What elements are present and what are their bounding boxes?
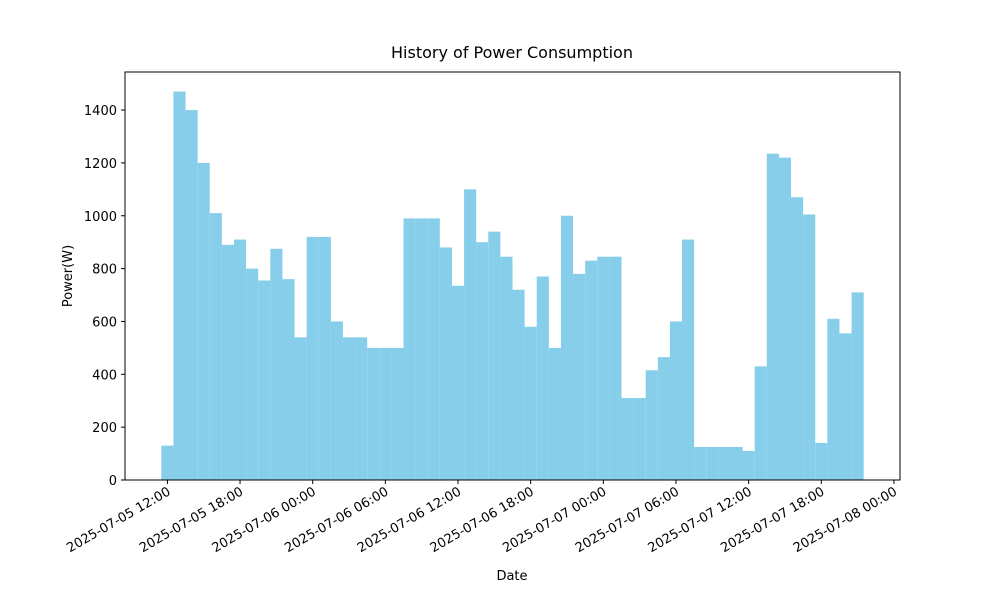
bar [427,218,440,480]
y-tick-label: 400 [92,368,117,383]
bar [512,289,525,480]
bar [766,153,779,481]
bar [258,280,271,480]
bar [815,443,828,480]
bar [597,256,610,480]
bar [246,268,259,480]
x-axis-label: Date [496,569,527,584]
bar [706,446,719,480]
y-tick-label: 600 [92,315,117,330]
bar [221,244,234,480]
y-axis-label: Power(W) [61,245,76,307]
bar [403,218,416,480]
bar [548,347,561,480]
bar [754,366,767,480]
bars [161,91,864,481]
bar [694,446,707,480]
bar [609,256,622,480]
bar [488,231,501,480]
bar [185,110,198,480]
bar [573,273,586,480]
y-tick-label: 1200 [84,157,117,172]
bar [682,239,695,480]
bar [415,218,428,480]
bar [173,91,186,480]
bar [476,242,489,480]
bar [209,213,222,480]
bar [803,214,816,480]
bar [839,333,852,480]
bar [318,236,331,480]
bar [791,197,804,480]
y-tick-label: 800 [92,263,117,278]
bar [633,398,646,480]
bar [621,398,634,480]
bar [451,285,465,480]
y-tick-label: 1000 [84,210,117,225]
bar [500,256,513,480]
bar [391,347,404,480]
plot-frame [124,71,901,481]
chart-title: History of Power Consumption [391,43,633,62]
bar [645,370,658,480]
bar [730,446,743,480]
bar [197,162,210,480]
bar [270,248,283,480]
y-tick-label: 1400 [84,104,117,119]
bar [355,337,368,480]
bar [367,347,380,480]
bar [330,321,343,480]
bar [585,260,598,480]
bar [718,446,731,480]
bar [536,276,549,480]
bar [827,318,840,480]
bar [439,247,452,480]
bar [306,236,319,480]
y-tick-label: 0 [109,474,117,489]
bar [161,445,174,480]
bar [657,357,670,480]
bar [294,337,307,480]
bar [379,347,392,480]
bar [464,189,477,481]
bar [233,239,247,480]
bar [342,337,356,480]
bar [282,279,295,480]
bar [560,215,574,481]
bar [669,321,683,480]
bar [851,292,864,480]
y-tick-label: 200 [92,421,117,436]
bar [524,326,537,480]
bar [778,157,792,480]
bar [742,450,755,480]
